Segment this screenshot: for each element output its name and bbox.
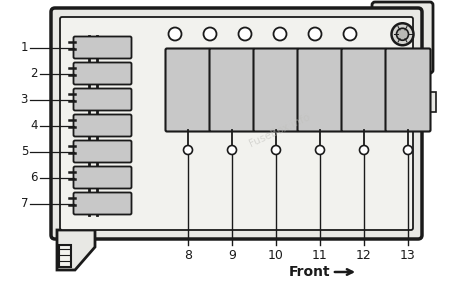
FancyBboxPatch shape [166, 49, 211, 131]
Circle shape [360, 146, 369, 155]
Circle shape [343, 28, 356, 41]
Bar [59, 245, 71, 267]
Circle shape [392, 23, 414, 45]
FancyBboxPatch shape [297, 49, 342, 131]
Text: 10: 10 [268, 249, 284, 262]
Circle shape [404, 146, 413, 155]
Text: 13: 13 [400, 249, 416, 262]
FancyBboxPatch shape [372, 2, 433, 73]
Text: 2: 2 [31, 67, 38, 80]
Text: 12: 12 [356, 249, 372, 262]
Text: FuseBox.info: FuseBox.info [248, 112, 312, 149]
FancyBboxPatch shape [73, 62, 131, 84]
FancyBboxPatch shape [73, 89, 131, 110]
Text: 9: 9 [228, 249, 236, 262]
Circle shape [396, 28, 409, 40]
FancyBboxPatch shape [253, 49, 298, 131]
Circle shape [184, 146, 193, 155]
FancyBboxPatch shape [60, 17, 413, 230]
FancyBboxPatch shape [73, 115, 131, 136]
Circle shape [168, 28, 181, 41]
Circle shape [315, 146, 324, 155]
FancyBboxPatch shape [73, 36, 131, 59]
Circle shape [228, 146, 237, 155]
FancyBboxPatch shape [73, 192, 131, 215]
Text: 7: 7 [21, 197, 28, 210]
Text: 11: 11 [312, 249, 328, 262]
FancyBboxPatch shape [210, 49, 255, 131]
Polygon shape [57, 230, 95, 270]
FancyBboxPatch shape [73, 166, 131, 189]
Text: 4: 4 [31, 119, 38, 132]
Circle shape [274, 28, 287, 41]
FancyBboxPatch shape [51, 8, 422, 239]
Text: 5: 5 [21, 145, 28, 158]
Text: 6: 6 [31, 171, 38, 184]
Text: 1: 1 [21, 41, 28, 54]
Circle shape [271, 146, 280, 155]
Text: Front: Front [288, 265, 330, 279]
Circle shape [203, 28, 216, 41]
FancyBboxPatch shape [342, 49, 387, 131]
Circle shape [238, 28, 252, 41]
Circle shape [309, 28, 321, 41]
Bar [428, 92, 436, 112]
FancyBboxPatch shape [73, 141, 131, 163]
Text: 8: 8 [184, 249, 192, 262]
FancyBboxPatch shape [386, 49, 431, 131]
Text: 3: 3 [21, 93, 28, 106]
